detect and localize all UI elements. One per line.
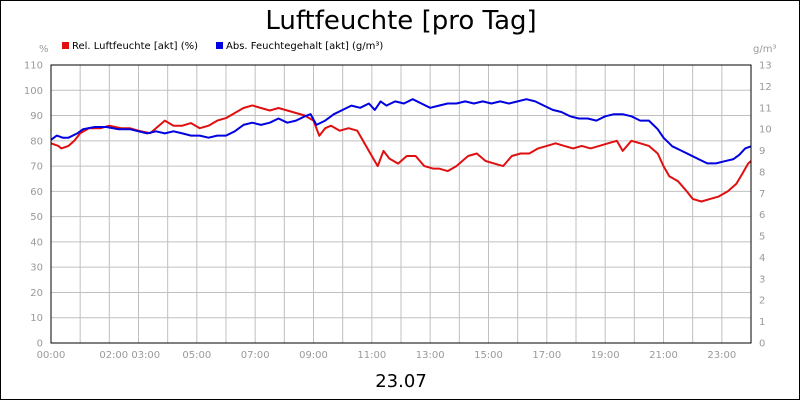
legend-label-absolute-humidity: Abs. Feuchtegehalt [akt] (g/m³): [226, 41, 383, 52]
y-tick-left: 50: [30, 212, 43, 223]
y-tick-left: 70: [30, 162, 43, 173]
axis-ticks: 0102030405060708090100110012345678910111…: [24, 61, 772, 362]
y-tick-right: 5: [759, 232, 765, 243]
y-tick-right: 13: [759, 61, 772, 72]
date-label: 23.07: [375, 371, 427, 392]
legend-swatch-absolute-humidity: [216, 42, 223, 49]
grid-lines: [50, 64, 752, 344]
y-tick-right: 3: [759, 274, 765, 285]
y-tick-right: 4: [759, 253, 765, 264]
chart-title: Luftfeuchte [pro Tag]: [265, 6, 536, 36]
y-tick-right: 1: [759, 317, 765, 328]
right-axis-unit: g/m³: [753, 44, 776, 55]
y-tick-right: 12: [759, 82, 772, 93]
x-tick-label: 00:00: [37, 350, 66, 361]
x-tick-label: 02:00 03:00: [99, 350, 160, 361]
y-tick-left: 100: [24, 86, 43, 97]
x-tick-label: 05:00: [182, 350, 211, 361]
y-tick-right: 6: [759, 210, 765, 221]
y-tick-left: 30: [30, 263, 43, 274]
y-tick-right: 11: [759, 103, 772, 114]
x-tick-label: 07:00: [241, 350, 270, 361]
x-tick-label: 23:00: [707, 350, 736, 361]
x-tick-label: 19:00: [591, 350, 620, 361]
y-tick-right: 8: [759, 167, 765, 178]
legend-swatch-relative-humidity: [62, 42, 69, 49]
y-tick-right: 9: [759, 146, 765, 157]
x-tick-label: 11:00: [357, 350, 386, 361]
x-tick-label: 17:00: [532, 350, 561, 361]
series-lines: [50, 98, 752, 203]
y-tick-left: 110: [24, 61, 43, 72]
series-line-absolute-humidity: [50, 98, 752, 165]
y-tick-right: 2: [759, 296, 765, 307]
y-tick-left: 0: [37, 339, 43, 350]
x-tick-label: 15:00: [474, 350, 503, 361]
y-tick-right: 7: [759, 189, 765, 200]
y-tick-left: 40: [30, 237, 43, 248]
left-axis-unit: %: [39, 44, 49, 55]
series-line-relative-humidity: [50, 104, 752, 203]
x-tick-label: 21:00: [649, 350, 678, 361]
y-tick-right: 0: [759, 339, 765, 350]
y-tick-left: 20: [30, 288, 43, 299]
legend-label-relative-humidity: Rel. Luftfeuchte [akt] (%): [72, 41, 198, 52]
x-tick-label: 13:00: [416, 350, 445, 361]
y-tick-left: 60: [30, 187, 43, 198]
y-tick-left: 10: [30, 313, 43, 324]
x-tick-label: 09:00: [299, 350, 328, 361]
plot-area-border: [50, 64, 752, 344]
y-tick-left: 80: [30, 136, 43, 147]
y-tick-left: 90: [30, 111, 43, 122]
y-tick-right: 10: [759, 125, 772, 136]
